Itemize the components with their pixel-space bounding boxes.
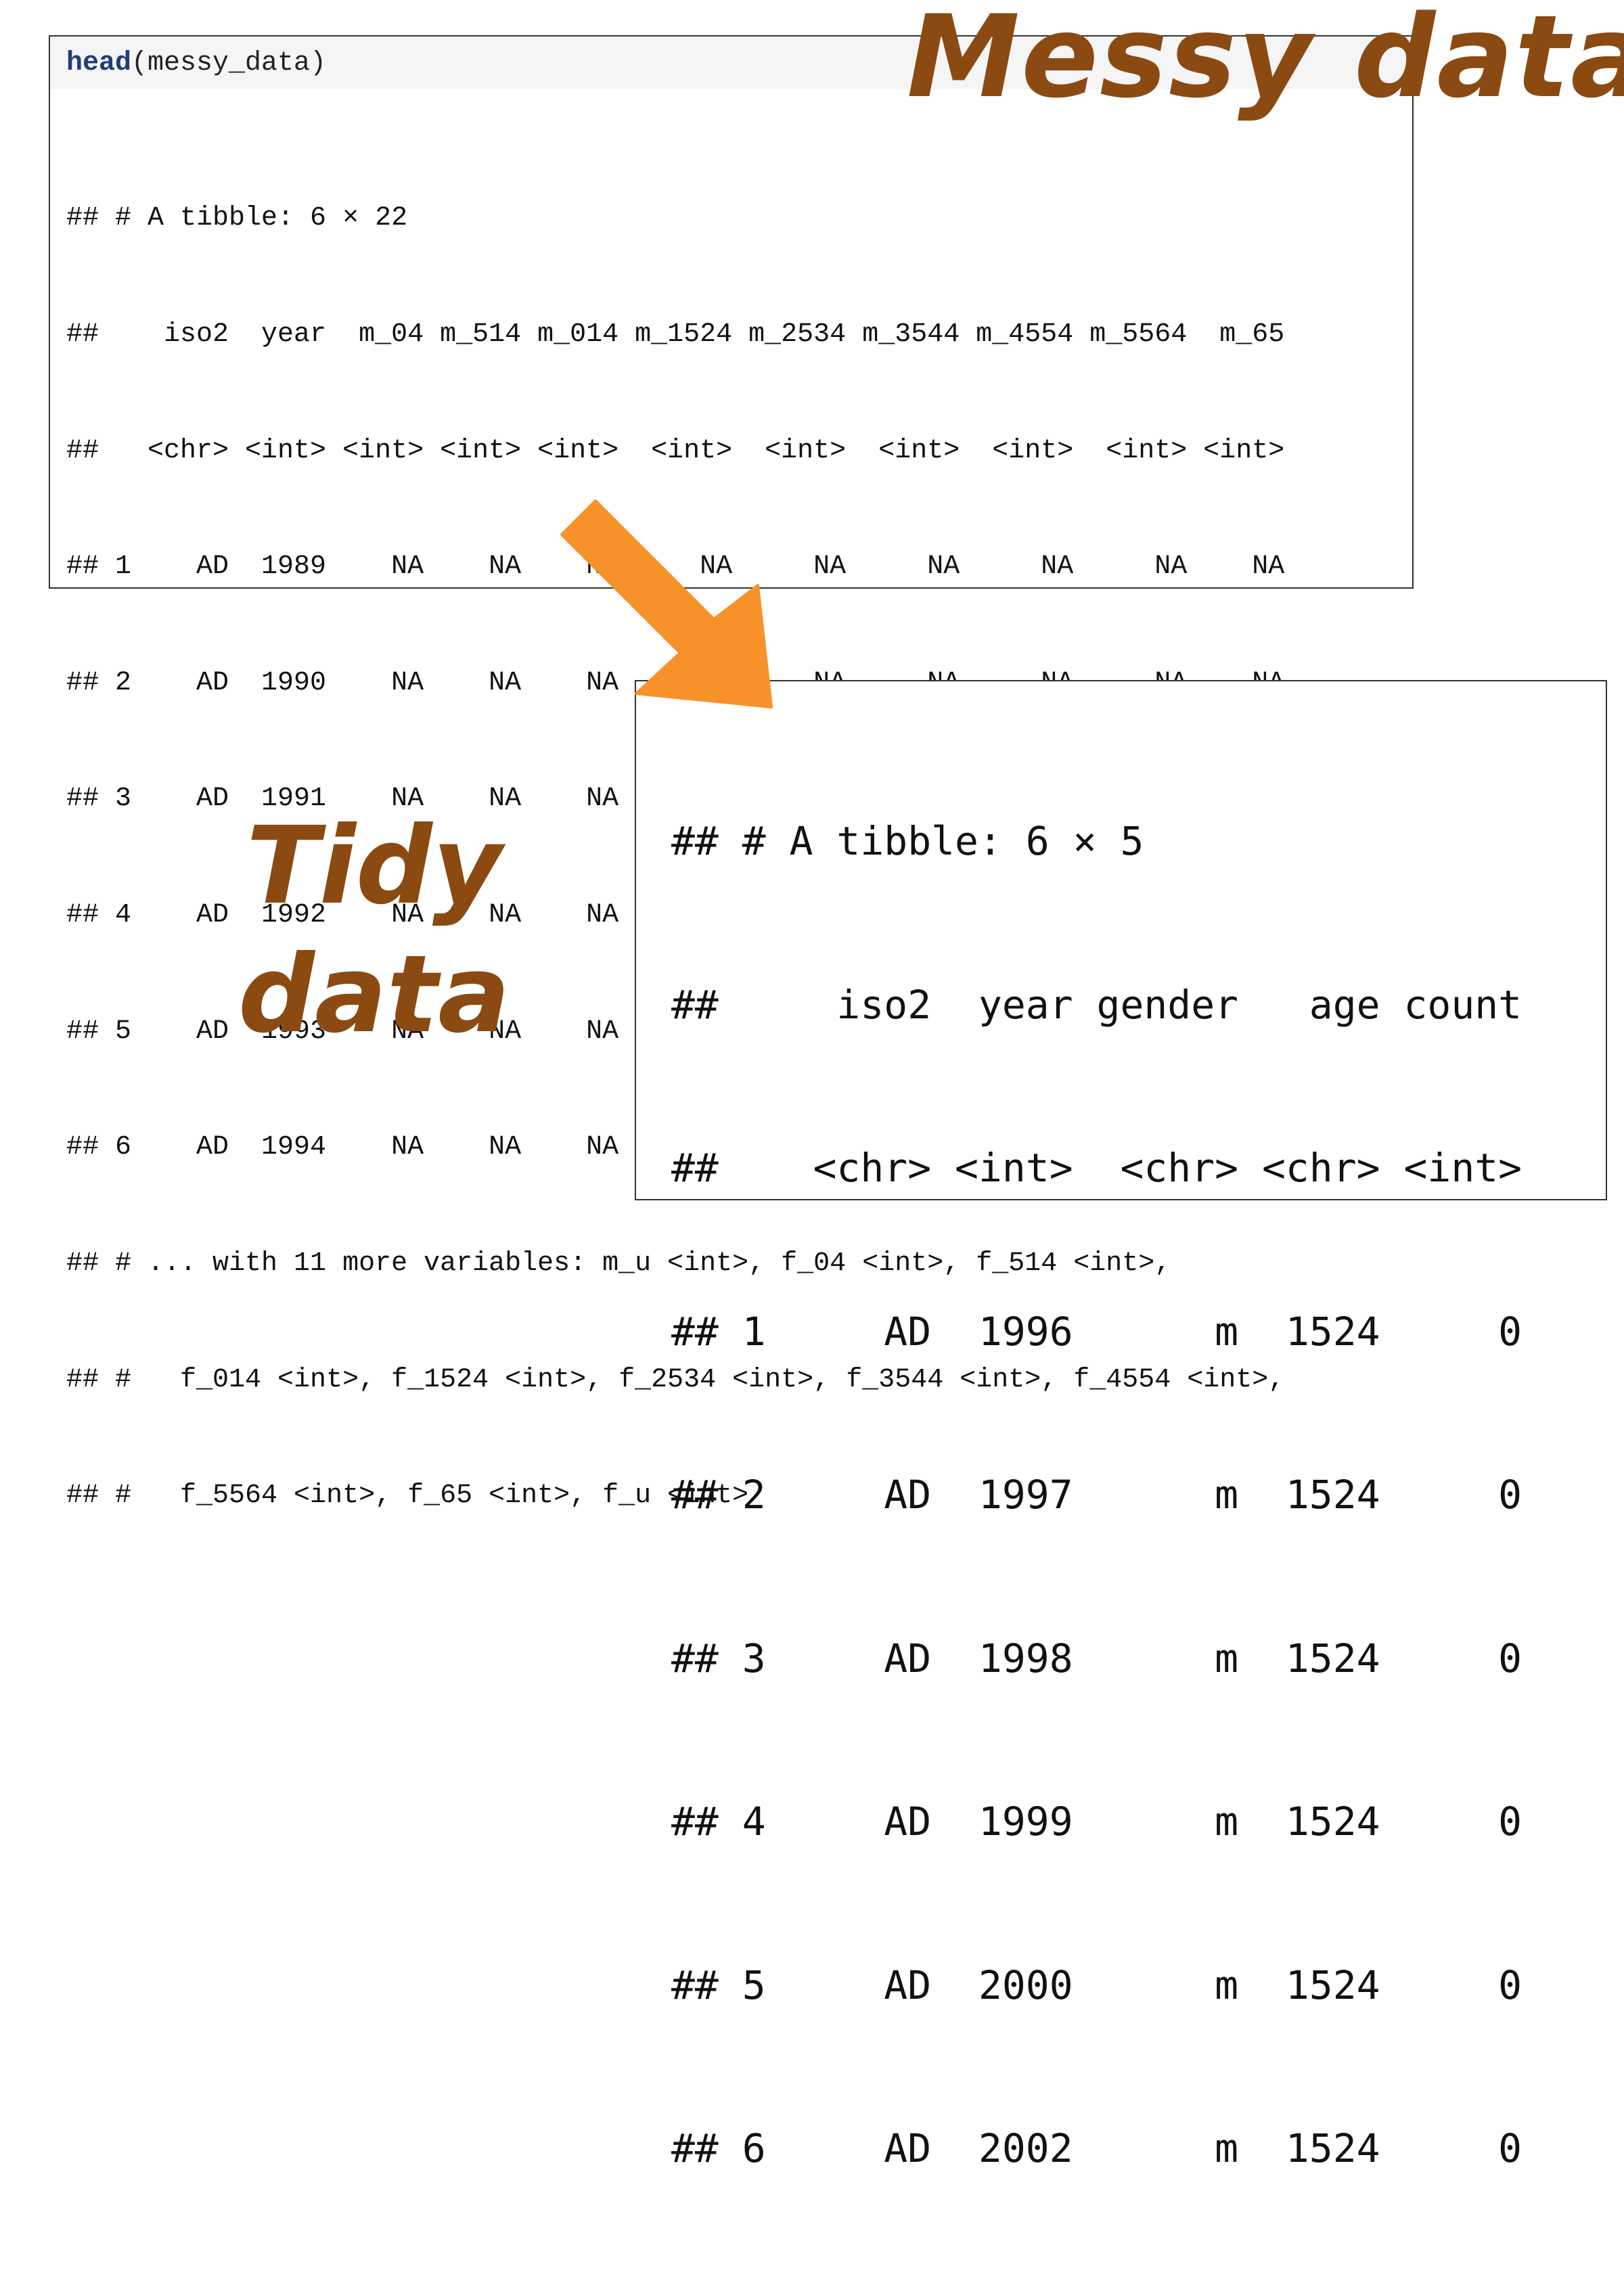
output-line: ## <chr> <int> <chr> <chr> <int> [671, 1145, 1522, 1191]
output-line: ## 6 AD 2002 m 1524 0 [671, 2125, 1522, 2171]
output-line: ## 3 AD 1998 m 1524 0 [671, 1635, 1522, 1681]
output-line: ## 1 AD 1989 NA NA NA NA NA NA NA NA NA [66, 551, 1285, 583]
tidy-output: ## # A tibble: 6 × 5 ## iso2 year gender… [671, 705, 1522, 2285]
code-line: head(messy_data) [66, 49, 326, 78]
tidy-data-title: Tidy data [238, 804, 510, 1057]
output-line: ## 2 AD 1997 m 1524 0 [671, 1472, 1522, 1518]
tidy-data-panel: ## # A tibble: 6 × 5 ## iso2 year gender… [635, 680, 1607, 2171]
code-function: head [66, 48, 132, 78]
output-line: ## # A tibble: 6 × 22 [66, 203, 408, 234]
output-line: ## <chr> <int> <int> <int> <int> <int> <… [66, 435, 1285, 466]
messy-data-title: Messy data [907, 0, 1624, 123]
code-arguments: (messy_data) [131, 48, 327, 78]
output-line: ## 4 AD 1999 m 1524 0 [671, 1798, 1522, 1845]
output-line: ## iso2 year gender age count [671, 981, 1522, 1028]
output-line: ## iso2 year m_04 m_514 m_014 m_1524 m_2… [66, 319, 1285, 350]
output-line: ## 1 AD 1996 m 1524 0 [671, 1308, 1522, 1355]
output-line: ## 5 AD 2000 m 1524 0 [671, 1962, 1522, 2008]
code-chunk: head(messy_data) [50, 37, 1412, 89]
output-line: ## # A tibble: 6 × 5 [671, 818, 1144, 864]
